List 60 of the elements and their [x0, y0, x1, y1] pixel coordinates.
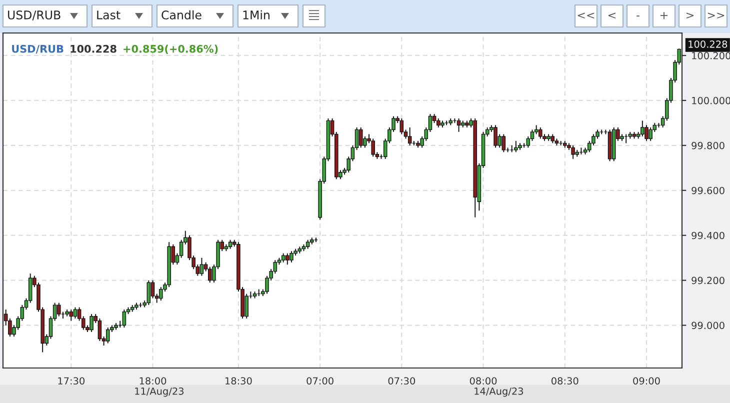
x-tick-label: 17:30: [58, 377, 85, 385]
text: <<: [578, 12, 594, 19]
candlestick: [526, 136, 530, 148]
y-tick-label: 99.000: [692, 322, 724, 330]
y-tick-label: 99.200: [692, 276, 724, 284]
candlestick: [28, 273, 32, 304]
x-tick-label: 07:30: [388, 377, 416, 385]
x-tick-label: 08:00: [470, 377, 497, 385]
text: 14/Aug/23: [474, 387, 524, 397]
candlestick: [90, 314, 94, 333]
text: 100.228: [688, 40, 728, 48]
x-tick-label: 18:00: [140, 377, 166, 385]
candlestick: [640, 120, 644, 137]
candlestick: [514, 140, 518, 153]
text: <: [608, 12, 616, 19]
text: Last: [97, 10, 120, 20]
text: >>: [708, 12, 724, 19]
text: +: [660, 12, 668, 20]
y-tick-label: 99.800: [692, 142, 724, 150]
candlestick: [286, 252, 290, 266]
text: >: [686, 12, 694, 19]
text: 1Min: [243, 10, 270, 20]
candlestick: [358, 126, 363, 148]
candlestick: [408, 126, 412, 146]
text: USD/RUB: [8, 10, 60, 20]
candlestick: [200, 257, 204, 276]
candlestick: [106, 327, 110, 344]
candlestick: [73, 306, 78, 320]
candlestick: [98, 318, 102, 342]
candlestick: [208, 266, 212, 284]
candlestick: [69, 309, 74, 322]
text: 100.228 +0.859(+0.86%): [70, 44, 218, 54]
candlestick: [179, 239, 184, 258]
candlestick: [644, 124, 648, 142]
x-tick-label: 08:30: [552, 377, 578, 385]
candlestick: [494, 124, 498, 148]
x-tick-label: 09:00: [633, 377, 660, 385]
candlestick: [400, 118, 404, 135]
text: USD/RUB: [12, 44, 64, 54]
candlestick: [371, 138, 375, 158]
candlestick: [587, 140, 592, 153]
candlestick: [290, 250, 294, 263]
candlestick: [122, 309, 126, 328]
x-tick-label: 18:30: [226, 377, 252, 385]
candlestick: [159, 286, 163, 302]
candlestick: [150, 280, 155, 299]
y-tick-label: 99.400: [692, 232, 724, 240]
candlestick: [571, 144, 575, 160]
candlestick: [502, 134, 506, 153]
candlestick: [146, 280, 151, 306]
candlestick: [648, 126, 652, 142]
candlestick: [538, 126, 542, 140]
x-tick-label: 07:00: [306, 377, 334, 385]
text: 11/Aug/23: [135, 387, 184, 397]
candlestick: [244, 293, 248, 320]
candlestick: [273, 260, 278, 274]
y-tick-label: 99.600: [692, 186, 724, 194]
candlestick: [57, 302, 61, 317]
text: Candle: [162, 10, 202, 20]
candlestick: [456, 118, 461, 132]
